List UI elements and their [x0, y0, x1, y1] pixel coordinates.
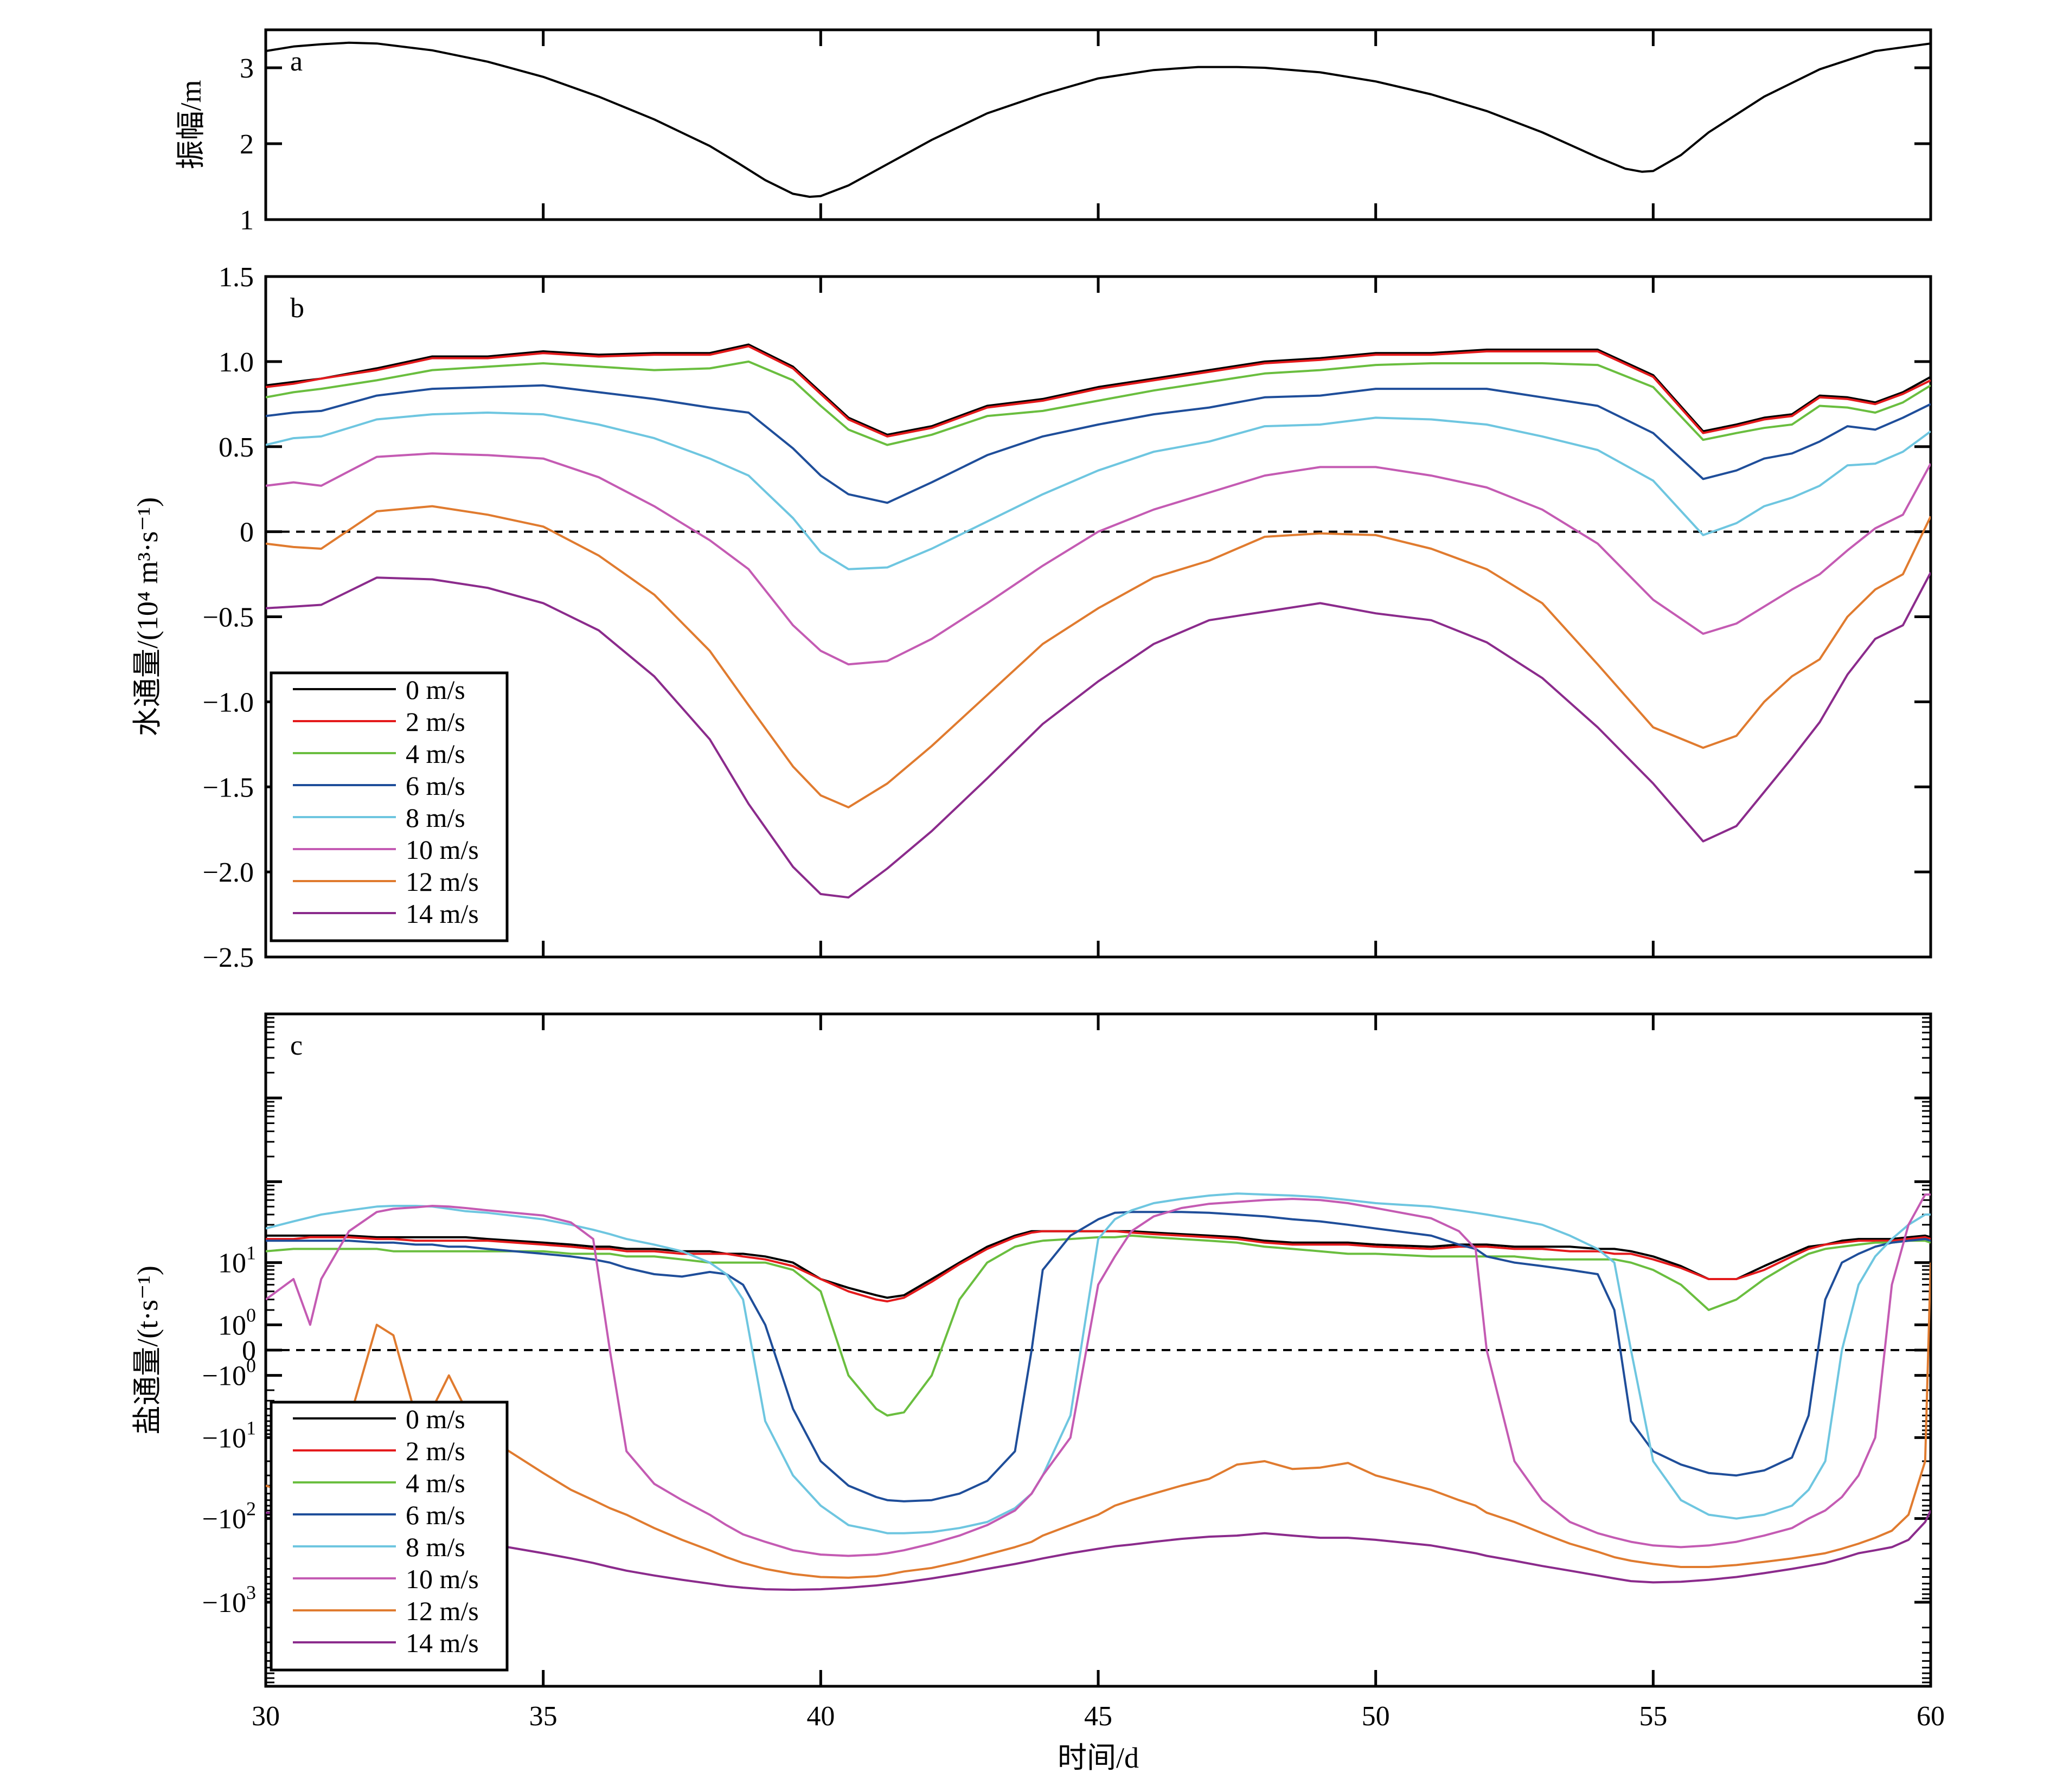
panel-b-series	[266, 343, 1931, 899]
panel-b-ylabel: 水通量/(10⁴ m³·s⁻¹)	[131, 497, 164, 736]
panel-c-series-line	[266, 1230, 1931, 1303]
legend-label: 8 m/s	[406, 802, 465, 833]
panel-b-ytick-label: −1.0	[203, 687, 254, 718]
panel-c-xtick-label: 40	[806, 1701, 835, 1732]
legend-label: 12 m/s	[406, 866, 479, 897]
panel-b-series-line	[266, 345, 1931, 438]
panel-a-frame	[264, 28, 1932, 221]
panel-a-ytick-label: 3	[240, 53, 254, 84]
panel-c-ytick-label: −101	[202, 1417, 256, 1454]
panel-b-frame	[264, 275, 1932, 959]
panel-a-series	[266, 41, 1931, 198]
label-layer: 1 2 3 a 振幅/m 1.5 1.0 0.5 0 −0.5 −1.0 −1.5 −2.0 −2.5 b 水…	[131, 46, 1945, 1774]
panel-a-series-line	[266, 41, 1931, 198]
panel-b-series-line	[266, 384, 1931, 504]
legend-label: 0 m/s	[406, 675, 465, 705]
panel-c-ytick-label: 100	[218, 1304, 256, 1341]
panel-b-ytick-label: −2.5	[203, 942, 254, 973]
panel-c-xlabel: 时间/d	[1058, 1742, 1139, 1774]
panel-b-ytick-label: −1.5	[203, 772, 254, 803]
legend-label: 2 m/s	[406, 1436, 465, 1466]
panel-a-ytick-label: 2	[240, 129, 254, 160]
panel-c-xtick-label: 55	[1639, 1701, 1667, 1732]
tick-label-exp: 0	[246, 1304, 256, 1326]
tick-layer	[264, 30, 1932, 1686]
panel-a-letter: a	[290, 46, 303, 77]
panel-a-ylabel: 振幅/m	[175, 80, 207, 169]
panel-c-ytick-label: 0	[242, 1335, 256, 1366]
panel-c-series-line	[266, 1262, 1931, 1579]
tick-label-exp: 1	[246, 1417, 256, 1438]
panel-b-series-line	[266, 505, 1931, 808]
panel-b-series-line	[266, 412, 1931, 570]
panel-b-ytick-label: 1.0	[219, 347, 254, 378]
panel-c-ytick-label: −103	[202, 1582, 256, 1618]
reference-line-layer	[266, 530, 1931, 1351]
legend-label: 10 m/s	[406, 1564, 479, 1594]
panel-b-ytick-label: 1.5	[219, 262, 254, 293]
legend-label: 14 m/s	[406, 898, 479, 929]
tick-label-base: −10	[202, 1504, 246, 1535]
tick-label-base: 0	[242, 1335, 256, 1366]
panel-a-ytick-label: 1	[240, 205, 254, 236]
tick-label-exp: 1	[246, 1242, 256, 1264]
panel-b-ytick-label: 0	[240, 517, 254, 548]
panel-c-xtick-label: 45	[1084, 1701, 1112, 1732]
legend-label: 0 m/s	[406, 1404, 465, 1434]
panel-b-ytick-label: −0.5	[203, 602, 254, 633]
panel-c-ytick-label: 101	[218, 1242, 256, 1279]
panel-c-legend-box	[270, 1401, 509, 1672]
panel-c-ylabel: 盐通量/(t·s⁻¹)	[131, 1266, 164, 1435]
panel-c-letter: c	[290, 1030, 303, 1061]
tick-label-base: −10	[202, 1588, 246, 1618]
panel-c-ytick-label: −100	[202, 1355, 256, 1392]
panel-c-series-line	[266, 1193, 1931, 1557]
panel-b-ytick-label: 0.5	[219, 432, 254, 463]
panel-c-series-line	[266, 1234, 1931, 1417]
tick-label-exp: 3	[246, 1582, 256, 1603]
legend-label: 12 m/s	[406, 1596, 479, 1626]
panel-c-xtick-label: 50	[1362, 1701, 1390, 1732]
panel-c-ytick-label: −102	[202, 1498, 256, 1535]
panel-b-ytick-label: −2.0	[203, 857, 254, 888]
panel-c-series-line	[266, 1510, 1931, 1591]
panel-b-series-line	[266, 571, 1931, 899]
legend-label: 2 m/s	[406, 706, 465, 737]
tick-label-exp: 2	[246, 1498, 256, 1520]
legend-label: 10 m/s	[406, 834, 479, 865]
panel-b-legend-box	[270, 671, 509, 942]
legend-label: 6 m/s	[406, 1500, 465, 1530]
legend-label: 6 m/s	[406, 770, 465, 801]
tick-label-base: −10	[202, 1423, 246, 1454]
panel-b-letter: b	[290, 293, 304, 324]
panel-c-series-line	[266, 1192, 1931, 1534]
legend-label: 14 m/s	[406, 1628, 479, 1658]
panel-c-series	[266, 1192, 1931, 1591]
panel-b-series-line	[266, 343, 1931, 436]
panel-c-xtick-label: 35	[529, 1701, 558, 1732]
panel-b-series-line	[266, 360, 1931, 446]
legend-label: 8 m/s	[406, 1532, 465, 1562]
panel-c-xtick-label: 30	[252, 1701, 280, 1732]
tick-label-base: 10	[218, 1248, 246, 1279]
legend-label: 4 m/s	[406, 1468, 465, 1498]
tick-label-base: 10	[218, 1310, 246, 1341]
panel-b-series-line	[266, 452, 1931, 666]
tick-label-base: −10	[202, 1361, 246, 1392]
legend-label: 4 m/s	[406, 738, 465, 769]
panel-c-series-line	[266, 1211, 1931, 1502]
tick-label-exp: 0	[246, 1355, 256, 1377]
panel-c-xtick-label: 60	[1917, 1701, 1945, 1732]
legend-layer: 0 m/s2 m/s4 m/s6 m/s8 m/s10 m/s12 m/s14 …	[270, 671, 509, 1672]
